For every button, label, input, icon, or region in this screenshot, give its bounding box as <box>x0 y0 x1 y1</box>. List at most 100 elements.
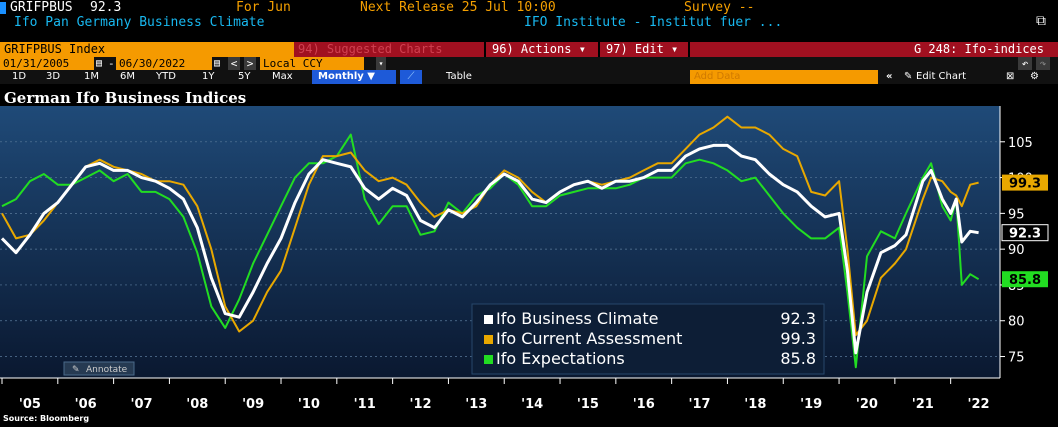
legend-item-current-swatch <box>484 335 493 344</box>
suggested-charts-button[interactable]: 94) Suggested Charts <box>294 42 484 57</box>
x-tick-label-4: '09 <box>242 397 264 412</box>
x-tick-label-9: '14 <box>521 397 543 412</box>
x-tick-label-2: '07 <box>130 397 152 412</box>
y-tick-label-105: 105 <box>1008 136 1033 151</box>
description-row: Ifo Pan Germany Business Climate IFO Ins… <box>0 13 1058 30</box>
source-institute: IFO Institute - Institut fuer ... <box>524 15 783 30</box>
add-data-text: Add Data <box>694 71 741 82</box>
last-value-tag-current-box <box>1002 174 1048 191</box>
chart-name-field[interactable]: G 248: Ifo-indices <box>690 42 1058 57</box>
currency-text: Local CCY <box>263 57 323 70</box>
survey-label: Survey -- <box>684 0 755 15</box>
currency-select[interactable]: Local CCY <box>260 57 364 70</box>
x-tick-label-3: '08 <box>186 397 208 412</box>
x-tick-label-17: '22 <box>968 397 990 412</box>
legend-item-climate-value: 92.3 <box>780 309 816 328</box>
x-tick-label-0: '05 <box>19 397 41 412</box>
period-max[interactable]: Max <box>272 71 293 82</box>
start-date-input[interactable]: 01/31/2005 <box>0 57 94 70</box>
chart-title: German Ifo Business Indices <box>4 89 247 107</box>
annotate-label: Annotate <box>86 365 128 375</box>
legend-item-climate-name: Ifo Business Climate <box>496 309 658 328</box>
edit-menu-button[interactable]: 97) Edit ▾ <box>600 42 688 57</box>
end-date-text: 06/30/2022 <box>119 57 186 70</box>
currency-dropdown-icon[interactable]: ▾ <box>376 57 386 70</box>
window-copy-icon[interactable]: ⧉ <box>1036 13 1046 29</box>
last-value-tag-expectations-box <box>1002 271 1048 288</box>
chart-options-icon[interactable]: ⊠ <box>1006 71 1015 82</box>
last-value-tag-current-text: 99.3 <box>1009 177 1041 192</box>
table-button[interactable]: Table <box>446 71 472 82</box>
period-6m[interactable]: 6M <box>120 71 135 82</box>
x-tick-label-6: '11 <box>354 397 376 412</box>
legend-item-expectations-value: 85.8 <box>780 349 816 368</box>
redo-icon[interactable]: ↷ <box>1036 57 1050 70</box>
period-row: 1D 3D 1M 6M YTD 1Y 5Y Max Monthly ▼ ⟋ Ta… <box>0 70 1058 84</box>
last-value-tag-expectations-text: 85.8 <box>1009 273 1041 288</box>
index-field[interactable]: GRIFPBUS Index <box>0 42 294 57</box>
period-1d[interactable]: 1D <box>12 71 27 82</box>
last-value: 92.3 <box>90 0 122 15</box>
period-3d[interactable]: 3D <box>46 71 61 82</box>
y-tick-label-90: 90 <box>1008 243 1025 258</box>
edit-chart-button[interactable]: Edit Chart <box>916 71 967 82</box>
date-range-row: 01/31/2005 ▤ - 06/30/2022 ▤ < > Local CC… <box>0 57 1058 70</box>
edit-label: 97) Edit ▾ <box>606 42 679 56</box>
index-field-text: GRIFPBUS Index <box>4 42 106 56</box>
add-data-input[interactable]: Add Data <box>690 70 878 84</box>
suggested-charts-label: 94) Suggested Charts <box>298 42 443 56</box>
period-1m[interactable]: 1M <box>84 71 99 82</box>
legend-box <box>471 303 825 375</box>
line-chart-icon[interactable]: ⟋ <box>400 70 422 84</box>
period-ytd[interactable]: YTD <box>156 71 176 82</box>
series-line-climate <box>0 143 979 355</box>
ifo-line-chart: 7580859095100105 '05'06'07'08'09'10'11'1… <box>0 106 1049 412</box>
start-calendar-icon[interactable]: ▤ <box>96 58 103 69</box>
legend-item-current-name: Ifo Current Assessment <box>496 329 682 348</box>
last-value-tag-climate-box <box>1001 224 1049 242</box>
last-value-tag-climate-text: 92.3 <box>1009 227 1041 242</box>
collapse-button[interactable]: « <box>886 71 893 82</box>
end-date-input[interactable]: 06/30/2022 <box>116 57 212 70</box>
y-tick-label-80: 80 <box>1008 315 1025 330</box>
period-5y[interactable]: 5Y <box>238 71 251 82</box>
x-tick-label-1: '06 <box>75 397 97 412</box>
undo-icon[interactable]: ↶ <box>1018 57 1032 70</box>
x-tick-label-11: '16 <box>633 397 655 412</box>
pencil-icon: ✎ <box>72 365 80 375</box>
annotate-button[interactable]: ✎ Annotate <box>63 361 135 376</box>
series-line-expectations <box>1 133 980 369</box>
end-calendar-icon[interactable]: ▤ <box>214 58 221 69</box>
edit-chart-pencil-icon: ✎ <box>904 71 913 82</box>
x-tick-label-5: '10 <box>298 397 320 412</box>
start-date-text: 01/31/2005 <box>3 57 70 70</box>
last-value-tag-expectations: 85.8 <box>1002 271 1048 288</box>
security-marker-icon <box>0 2 6 14</box>
x-tick-label-7: '12 <box>409 397 431 412</box>
ticker-label: GRIFPBUS <box>10 0 73 15</box>
frequency-select[interactable]: Monthly ▼ <box>312 70 396 84</box>
for-period: For Jun <box>236 0 291 15</box>
y-tick-label-75: 75 <box>1008 351 1025 366</box>
legend-item-current-value: 99.3 <box>780 329 816 348</box>
x-tick-label-12: '17 <box>689 397 711 412</box>
prev-range-button[interactable]: < <box>228 57 240 70</box>
period-1y[interactable]: 1Y <box>202 71 215 82</box>
actions-label: 96) Actions ▾ <box>492 42 586 56</box>
actions-menu-button[interactable]: 96) Actions ▾ <box>486 42 598 57</box>
x-tick-label-14: '19 <box>800 397 822 412</box>
annotate-button-bg <box>63 361 135 376</box>
x-tick-label-16: '21 <box>912 397 934 412</box>
frequency-text: Monthly ▼ <box>318 71 375 82</box>
last-value-tag-current: 99.3 <box>1002 174 1048 192</box>
gear-icon[interactable]: ⚙ <box>1030 71 1039 82</box>
legend-item-climate-swatch <box>484 315 493 324</box>
date-separator: - <box>108 57 115 70</box>
x-tick-label-8: '13 <box>465 397 487 412</box>
next-release: Next Release 25 Jul 10:00 <box>360 0 556 15</box>
last-value-tag-climate: 92.3 <box>1001 224 1049 242</box>
legend-item-expectations-name: Ifo Expectations <box>496 349 625 368</box>
x-tick-label-15: '20 <box>856 397 878 412</box>
next-range-button[interactable]: > <box>244 57 256 70</box>
security-description: Ifo Pan Germany Business Climate <box>14 15 265 30</box>
